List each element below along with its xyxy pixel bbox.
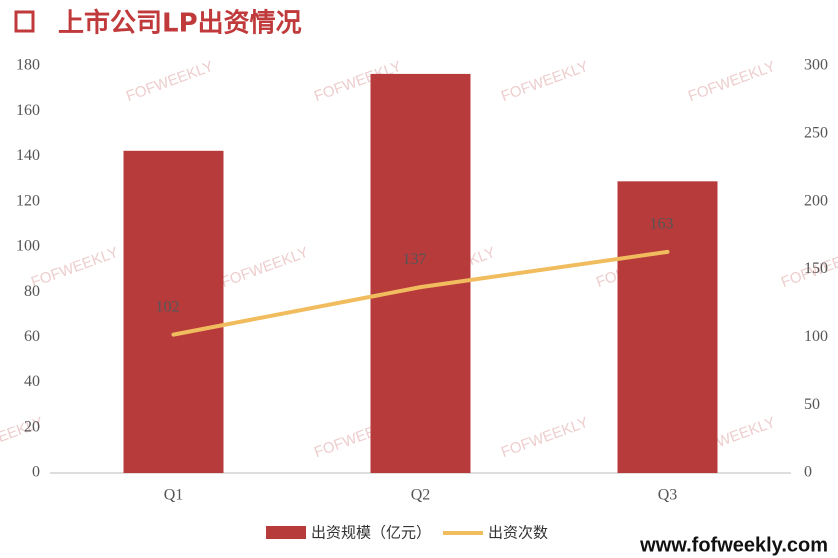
bar — [370, 73, 471, 474]
y-tick-label: 140 — [16, 147, 40, 164]
bar — [123, 150, 224, 473]
chart-title: 上市公司LP出资情况 — [58, 8, 302, 39]
y-tick-label: 40 — [24, 373, 40, 390]
y-tick-label: 180 — [16, 57, 40, 74]
y2-tick-label: 300 — [804, 57, 828, 74]
watermark: FOFWEEKLY — [499, 414, 591, 461]
y-tick-label: 80 — [24, 283, 40, 300]
watermark: FOFWEEKLY — [124, 58, 216, 105]
line — [171, 249, 670, 337]
data-label: 163 — [650, 216, 674, 233]
y2-tick-label: 0 — [804, 464, 812, 481]
x-tick-label: Q1 — [164, 487, 184, 504]
y2-tick-label: 100 — [804, 328, 828, 345]
watermark: FOFWEEKLY — [686, 58, 778, 105]
x-tick-label: Q2 — [411, 487, 431, 504]
y2-tick-label: 150 — [804, 260, 828, 277]
y2-tick-label: 200 — [804, 192, 828, 209]
y-tick-label: 100 — [16, 238, 40, 255]
watermark: FOFWEEKLY — [219, 244, 311, 291]
y2-tick-label: 250 — [804, 125, 828, 142]
watermark: FOFWEEKLY — [499, 58, 591, 105]
bar — [617, 181, 718, 474]
y2-tick-label: 50 — [804, 396, 820, 413]
y-tick-label: 160 — [16, 102, 40, 119]
y-tick-label: 60 — [24, 328, 40, 345]
legend-label: 出资规模（亿元） — [311, 524, 431, 542]
title-icon — [14, 10, 35, 33]
x-tick-label: Q3 — [658, 487, 678, 504]
legend-swatch — [266, 526, 306, 539]
data-label: 102 — [156, 298, 180, 315]
y-tick-label: 20 — [24, 418, 40, 435]
data-label: 137 — [403, 251, 427, 268]
y-tick-label: 0 — [32, 464, 40, 481]
watermark: FOFWEEKLY — [29, 244, 121, 291]
footer: www.fofweekly.com — [639, 534, 828, 556]
y-tick-label: 120 — [16, 192, 40, 209]
legend-label: 出资次数 — [488, 524, 548, 542]
